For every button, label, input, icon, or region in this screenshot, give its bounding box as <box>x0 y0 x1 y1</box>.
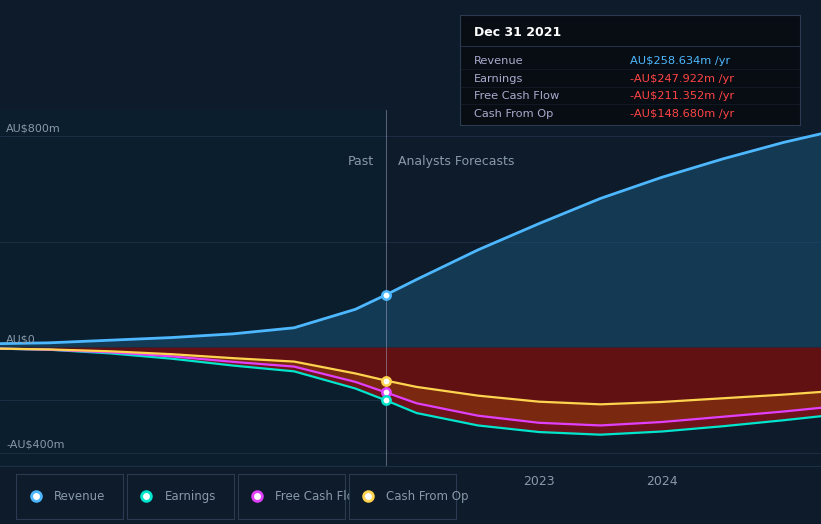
Text: Analysts Forecasts: Analysts Forecasts <box>398 155 515 168</box>
Text: AU$258.634m /yr: AU$258.634m /yr <box>630 56 730 66</box>
Bar <box>0 110 386 466</box>
Text: Past: Past <box>347 155 374 168</box>
Text: Free Cash Flow: Free Cash Flow <box>474 91 559 102</box>
Text: Free Cash Flow: Free Cash Flow <box>276 490 364 503</box>
Text: Revenue: Revenue <box>474 56 523 66</box>
Text: Dec 31 2021: Dec 31 2021 <box>474 26 561 39</box>
Text: Earnings: Earnings <box>165 490 216 503</box>
Text: Cash From Op: Cash From Op <box>474 109 553 119</box>
Text: Cash From Op: Cash From Op <box>387 490 469 503</box>
Text: AU$800m: AU$800m <box>6 123 61 133</box>
Text: -AU$400m: -AU$400m <box>6 440 65 450</box>
Text: AU$0: AU$0 <box>6 334 36 344</box>
Text: Earnings: Earnings <box>474 74 523 84</box>
Text: -AU$211.352m /yr: -AU$211.352m /yr <box>630 91 734 102</box>
Text: -AU$148.680m /yr: -AU$148.680m /yr <box>630 109 734 119</box>
Text: -AU$247.922m /yr: -AU$247.922m /yr <box>630 74 734 84</box>
Bar <box>386 110 821 466</box>
Text: Revenue: Revenue <box>54 490 105 503</box>
